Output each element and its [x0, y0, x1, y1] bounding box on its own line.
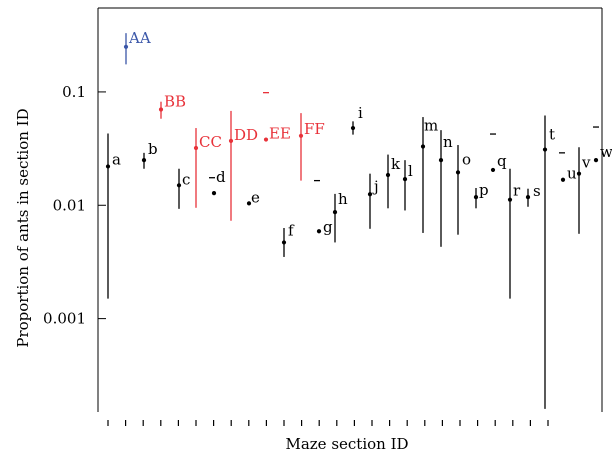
point-label-s: s	[533, 182, 541, 200]
point-label-EE: EE	[269, 125, 291, 143]
y-tick-label: 0.001	[43, 310, 86, 328]
x-axis	[107, 420, 549, 426]
point-DD	[228, 138, 234, 143]
point-label-c: c	[182, 170, 190, 188]
point-CC	[193, 145, 199, 151]
point-label-b: b	[148, 140, 158, 158]
point-t	[542, 147, 548, 152]
y-tick-label: 0.1	[62, 83, 86, 101]
point-label-CC: CC	[199, 133, 222, 151]
point-m	[420, 144, 426, 149]
point-w	[593, 158, 599, 163]
point-b	[141, 158, 147, 163]
point-k	[385, 172, 391, 178]
y-tick-label: 0.01	[53, 196, 86, 214]
point-label-f: f	[288, 221, 295, 239]
point-o	[455, 170, 461, 175]
point-AA	[123, 44, 129, 49]
point-label-BB: BB	[164, 92, 186, 110]
point-d	[211, 191, 217, 196]
x-axis-title: Maze section ID	[285, 435, 408, 453]
point-j	[367, 192, 373, 197]
point-label-DD: DD	[234, 126, 258, 144]
point-label-l: l	[408, 162, 413, 180]
point-p	[473, 195, 479, 200]
point-e	[246, 201, 252, 206]
point-label-r: r	[513, 182, 521, 200]
point-label-v: v	[581, 154, 591, 172]
point-s	[525, 195, 531, 200]
point-EE	[263, 137, 269, 142]
point-label-p: p	[479, 181, 489, 199]
point-label-j: j	[372, 177, 379, 195]
point-q	[490, 167, 496, 173]
point-v	[576, 171, 582, 176]
point-h	[332, 210, 338, 215]
point-i	[350, 125, 356, 131]
point-label-t: t	[549, 126, 555, 144]
point-label-i: i	[358, 104, 363, 122]
point-label-AA: AA	[128, 29, 151, 47]
plot-frame	[97, 7, 603, 412]
y-axis: 0.1 0.01 0.001	[43, 83, 106, 328]
point-u	[560, 177, 566, 182]
point-label-h: h	[338, 190, 348, 208]
point-label-n: n	[443, 133, 453, 151]
point-c	[176, 183, 182, 188]
point-label-q: q	[497, 152, 507, 170]
point-label-d: d	[216, 168, 226, 186]
point-l	[402, 177, 408, 182]
point-label-w: w	[600, 143, 612, 161]
point-label-o: o	[462, 150, 471, 168]
point-FF	[298, 133, 304, 138]
point-label-FF: FF	[304, 120, 325, 138]
point-label-k: k	[391, 155, 401, 173]
point-n	[438, 158, 444, 163]
point-label-e: e	[251, 188, 260, 206]
point-g	[316, 229, 322, 234]
point-f	[281, 240, 287, 245]
point-label-a: a	[112, 150, 121, 168]
point-label-g: g	[323, 218, 333, 236]
point-label-u: u	[567, 165, 577, 183]
point-a	[105, 164, 111, 169]
point-label-m: m	[424, 116, 438, 134]
point-BB	[158, 107, 164, 112]
point-r	[507, 197, 513, 202]
y-axis-title: Proportion of ants in section ID	[14, 108, 32, 347]
